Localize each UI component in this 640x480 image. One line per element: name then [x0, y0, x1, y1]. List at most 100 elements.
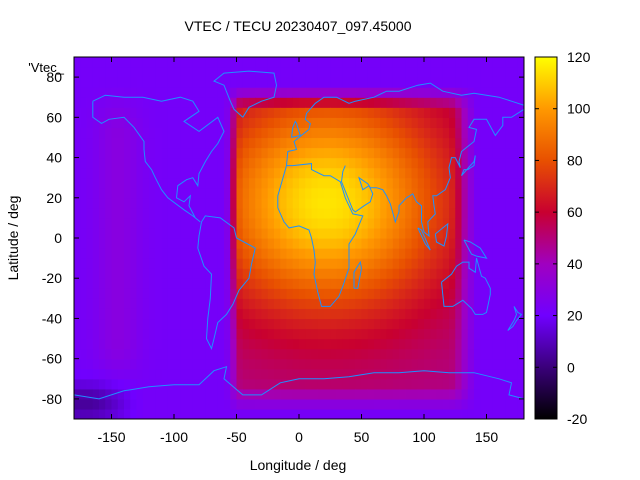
heatmap-cell [280, 248, 288, 259]
heatmap-cell [324, 308, 331, 320]
heatmap-cell [430, 137, 438, 149]
heatmap-cell [324, 368, 331, 380]
heatmap-cell [80, 248, 88, 259]
heatmap-cell [486, 368, 494, 380]
heatmap-cell [367, 157, 375, 169]
heatmap-cell [111, 308, 119, 320]
heatmap-cell [155, 268, 163, 279]
heatmap-cell [86, 217, 94, 229]
heatmap-cell [155, 97, 163, 108]
heatmap-cell [386, 388, 394, 400]
heatmap-cell [161, 328, 169, 340]
heatmap-cell [330, 358, 338, 370]
heatmap-cell [280, 368, 288, 380]
heatmap-cell [317, 167, 325, 179]
heatmap-cell [430, 157, 438, 169]
heatmap-cell [155, 338, 163, 350]
heatmap-cell [399, 398, 406, 410]
heatmap-cell [355, 167, 363, 179]
heatmap-cell [161, 177, 169, 189]
heatmap-cell [80, 238, 88, 249]
heatmap-cell [186, 127, 194, 139]
heatmap-cell [442, 127, 450, 139]
heatmap-cell [249, 107, 256, 118]
heatmap-cell [180, 167, 188, 179]
coastline [417, 227, 431, 251]
heatmap-cell [480, 358, 488, 370]
heatmap-cell [174, 328, 181, 340]
coastline [434, 222, 449, 247]
heatmap-cell [424, 227, 431, 239]
heatmap-cell [480, 227, 488, 239]
heatmap-cell [280, 117, 288, 128]
heatmap-cell [105, 268, 113, 279]
heatmap-cell [492, 77, 500, 88]
heatmap-cell [224, 278, 231, 289]
heatmap-cell [261, 348, 269, 360]
heatmap-cell [224, 87, 231, 98]
heatmap-cell [117, 388, 125, 400]
heatmap-cell [117, 348, 125, 360]
heatmap-cell [305, 67, 313, 78]
heatmap-cell [442, 157, 450, 169]
heatmap-cell [242, 248, 250, 259]
heatmap-cell [224, 177, 231, 189]
heatmap-cell [255, 398, 263, 410]
heatmap-cell [161, 288, 169, 299]
heatmap-cell [286, 157, 294, 169]
heatmap-cell [249, 368, 256, 380]
heatmap-cell [330, 187, 338, 199]
heatmap-cell [342, 398, 350, 410]
heatmap-cell [517, 157, 524, 169]
heatmap-cell [399, 288, 406, 299]
heatmap-cell [242, 137, 250, 149]
heatmap-cell [324, 348, 331, 360]
heatmap-cell [399, 328, 406, 340]
heatmap-cell [99, 177, 106, 189]
heatmap-cell [336, 137, 344, 149]
heatmap-cell [511, 248, 519, 259]
heatmap-cell [461, 328, 469, 340]
heatmap-cell [174, 398, 181, 410]
heatmap-cell [286, 117, 294, 128]
heatmap-cell [199, 67, 206, 78]
heatmap-cell [455, 358, 463, 370]
heatmap-cell [349, 127, 356, 139]
heatmap-cell [167, 167, 175, 179]
heatmap-cell [192, 227, 200, 239]
heatmap-cell [342, 217, 350, 229]
heatmap-cell [492, 87, 500, 98]
heatmap-cell [192, 328, 200, 340]
heatmap-cell [517, 87, 524, 98]
heatmap-cell [367, 147, 375, 159]
heatmap-cell [349, 378, 356, 390]
heatmap-cell [492, 177, 500, 189]
heatmap-cell [236, 248, 244, 259]
heatmap-cell [167, 358, 175, 370]
heatmap-cell [442, 378, 450, 390]
heatmap-cell [499, 177, 506, 189]
coastline [507, 306, 523, 331]
heatmap-cell [430, 288, 438, 299]
heatmap-cell [361, 117, 369, 128]
heatmap-cell [280, 328, 288, 340]
heatmap-cell [480, 57, 488, 68]
heatmap-cell [455, 197, 463, 209]
heatmap-cell [105, 157, 113, 169]
heatmap-cell [349, 348, 356, 360]
heatmap-cell [299, 288, 306, 299]
heatmap-cell [99, 328, 106, 340]
heatmap-cell [255, 117, 263, 128]
heatmap-cell [424, 408, 431, 419]
heatmap-cell [205, 77, 213, 88]
heatmap-cell [236, 107, 244, 118]
heatmap-cell [461, 117, 469, 128]
heatmap-cell [367, 187, 375, 199]
heatmap-cell [449, 348, 456, 360]
heatmap-cell [230, 187, 238, 199]
heatmap-cell [411, 388, 419, 400]
heatmap-cell [336, 77, 344, 88]
heatmap-cell [436, 77, 444, 88]
heatmap-cell [255, 67, 263, 78]
heatmap-cell [174, 388, 181, 400]
